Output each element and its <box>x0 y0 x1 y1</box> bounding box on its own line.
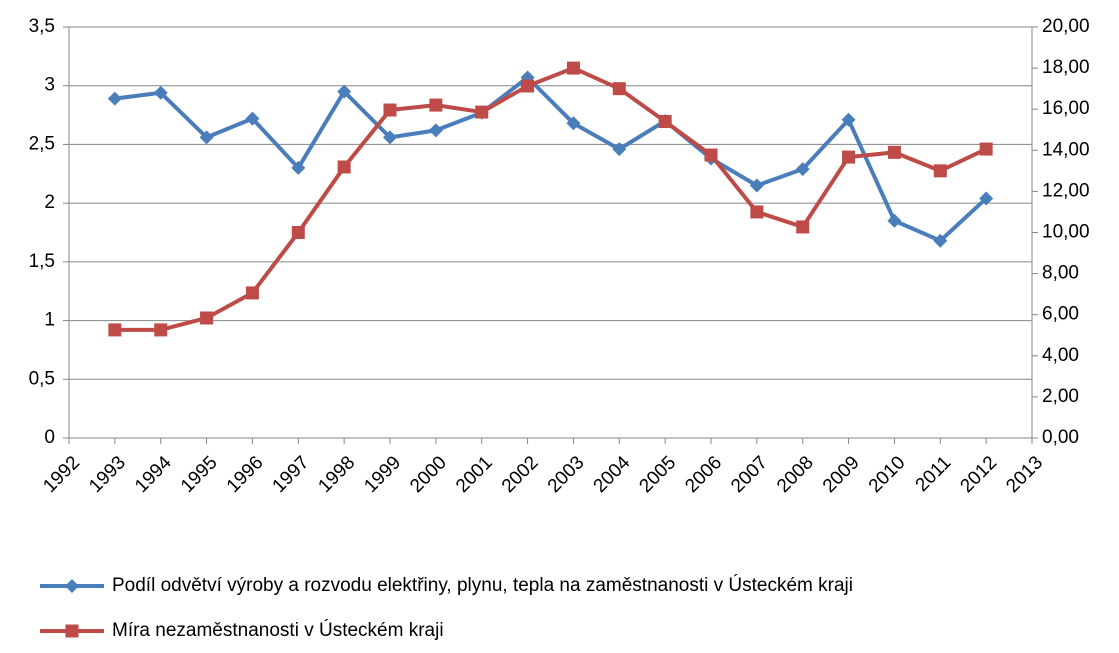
x-tick-label: 1993 <box>85 452 130 497</box>
y2-tick-label: 10,00 <box>1042 222 1090 243</box>
point <box>566 61 580 75</box>
x-tick-label: 2009 <box>819 452 864 497</box>
y-tick-label: 3,5 <box>29 16 55 37</box>
y2-tick-label: 4,00 <box>1042 345 1079 366</box>
x-tick-label: 1999 <box>360 452 405 497</box>
point <box>887 145 901 159</box>
point <box>842 150 856 164</box>
y2-tick-label: 18,00 <box>1042 57 1090 78</box>
x-tick-label: 2008 <box>773 452 818 497</box>
y-tick-label: 0,5 <box>29 368 55 389</box>
x-tick-label: 2006 <box>681 452 726 497</box>
x-tick-label: 2003 <box>544 452 589 497</box>
point <box>428 123 443 138</box>
point <box>658 115 672 129</box>
x-tick-label: 2005 <box>635 452 680 497</box>
point <box>199 130 214 145</box>
point <box>383 130 397 145</box>
point <box>795 162 810 177</box>
y-tick-label: 0 <box>44 427 55 448</box>
point <box>153 85 168 100</box>
x-tick-label: 2001 <box>452 452 497 497</box>
point <box>749 178 764 193</box>
point <box>612 82 626 96</box>
y2-tick-label: 16,00 <box>1042 98 1090 119</box>
point <box>933 164 947 178</box>
point <box>979 191 994 206</box>
x-tick-label: 1994 <box>131 452 176 497</box>
point <box>245 286 259 300</box>
legend-label: Podíl odvětví výroby a rozvodu elektřiny… <box>112 574 853 596</box>
series-line <box>114 75 988 243</box>
y2-tick-label: 20,00 <box>1042 16 1090 37</box>
point <box>107 91 122 106</box>
y2-tick-label: 6,00 <box>1042 304 1079 325</box>
point <box>841 112 856 127</box>
y2-tick-label: 14,00 <box>1042 139 1090 160</box>
x-tick-label: 1997 <box>269 452 314 497</box>
point <box>612 142 627 157</box>
y-tick-label: 3 <box>44 75 55 96</box>
point <box>475 105 489 119</box>
x-tick-label: 2007 <box>727 452 772 497</box>
point <box>796 220 810 234</box>
point <box>200 311 214 325</box>
point <box>933 233 948 248</box>
point <box>979 142 993 156</box>
point <box>750 205 764 219</box>
y-tick-label: 1 <box>44 310 55 331</box>
x-tick-label: 1998 <box>314 452 359 497</box>
point <box>291 226 305 239</box>
x-tick-label: 2004 <box>590 452 635 497</box>
y2-tick-label: 12,00 <box>1042 180 1090 201</box>
legend-label: Míra nezaměstnanosti v Ústeckém kraji <box>112 619 444 641</box>
point <box>291 160 306 175</box>
x-tick-label: 2000 <box>406 452 451 497</box>
y-tick-label: 2,5 <box>29 133 55 154</box>
y-tick-label: 1,5 <box>29 251 55 272</box>
x-tick-label: 1995 <box>177 452 222 497</box>
x-tick-label: 2012 <box>956 452 1001 497</box>
legend-marker <box>65 579 79 593</box>
x-tick-label: 2013 <box>1002 452 1047 497</box>
point <box>337 84 352 99</box>
y2-tick-label: 8,00 <box>1042 263 1079 284</box>
point <box>108 323 122 337</box>
point <box>383 103 397 117</box>
y2-tick-label: 2,00 <box>1042 386 1079 407</box>
point <box>566 116 581 131</box>
point <box>704 148 718 162</box>
x-tick-label: 1996 <box>223 452 268 497</box>
point <box>337 160 351 174</box>
legend-marker <box>65 624 79 638</box>
y2-tick-label: 0,00 <box>1042 427 1079 448</box>
point <box>245 111 260 126</box>
x-tick-label: 1992 <box>39 452 84 497</box>
x-tick-label: 2010 <box>865 452 910 497</box>
point <box>154 323 168 337</box>
x-tick-label: 2002 <box>498 452 543 497</box>
point <box>521 79 535 93</box>
point <box>429 98 443 112</box>
y-tick-label: 2 <box>44 192 55 213</box>
point <box>887 213 902 228</box>
x-tick-label: 2011 <box>912 452 956 496</box>
series-line <box>114 66 988 332</box>
